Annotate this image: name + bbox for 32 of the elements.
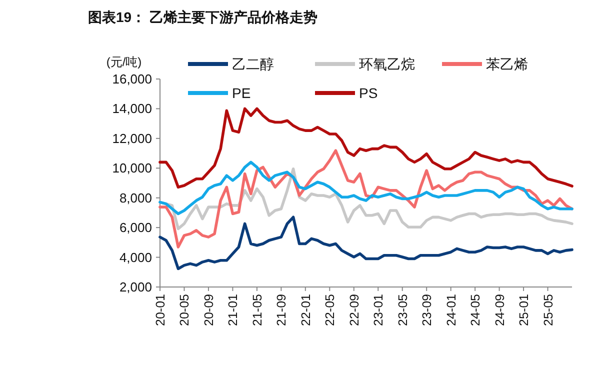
y-tick-label: 14,000 — [112, 101, 152, 116]
ylabel: (元/吨) — [106, 55, 142, 69]
legend-label: 苯乙烯 — [486, 56, 528, 72]
y-tick-label: 12,000 — [112, 130, 152, 146]
x-tick-label: 24-09 — [492, 294, 507, 326]
y-tick-label: 16,000 — [112, 72, 152, 86]
x-tick-label: 20-01 — [154, 294, 168, 326]
y-tick-label: 10,000 — [112, 160, 152, 176]
y-tick-label: 2,000 — [119, 280, 152, 294]
x-tick-label: 23-05 — [396, 294, 410, 326]
title: 图表19： 乙烯主要下游产品价格走势 — [88, 9, 318, 25]
x-tick-label: 21-01 — [226, 294, 240, 326]
x-tick-label: 22-01 — [298, 294, 313, 326]
x-tick-label: 20-09 — [202, 294, 216, 326]
x-tick-label: 21-09 — [274, 294, 289, 326]
x-tick-label: 22-09 — [347, 294, 362, 326]
x-tick-label: 20-05 — [178, 294, 192, 326]
y-tick-label: 8,000 — [119, 190, 152, 206]
x-tick-label: 24-01 — [444, 294, 458, 326]
legend-label: PE — [232, 85, 251, 101]
x-tick-label: 23-01 — [372, 294, 386, 326]
y-tick-label: 4,000 — [119, 250, 152, 265]
legend-label: PS — [359, 85, 378, 101]
x-tick-label: 25-01 — [517, 294, 532, 326]
y-tick-label: 6,000 — [119, 220, 152, 236]
x-tick-label: 24-05 — [468, 294, 483, 326]
x-tick-label: 23-09 — [420, 294, 434, 326]
x-tick-label: 25-05 — [541, 294, 556, 326]
legend-label: 乙二醇 — [232, 56, 274, 72]
legend-label: 环氧乙烷 — [359, 56, 415, 72]
x-tick-label: 21-05 — [250, 294, 264, 326]
x-tick-label: 22-05 — [323, 294, 338, 326]
